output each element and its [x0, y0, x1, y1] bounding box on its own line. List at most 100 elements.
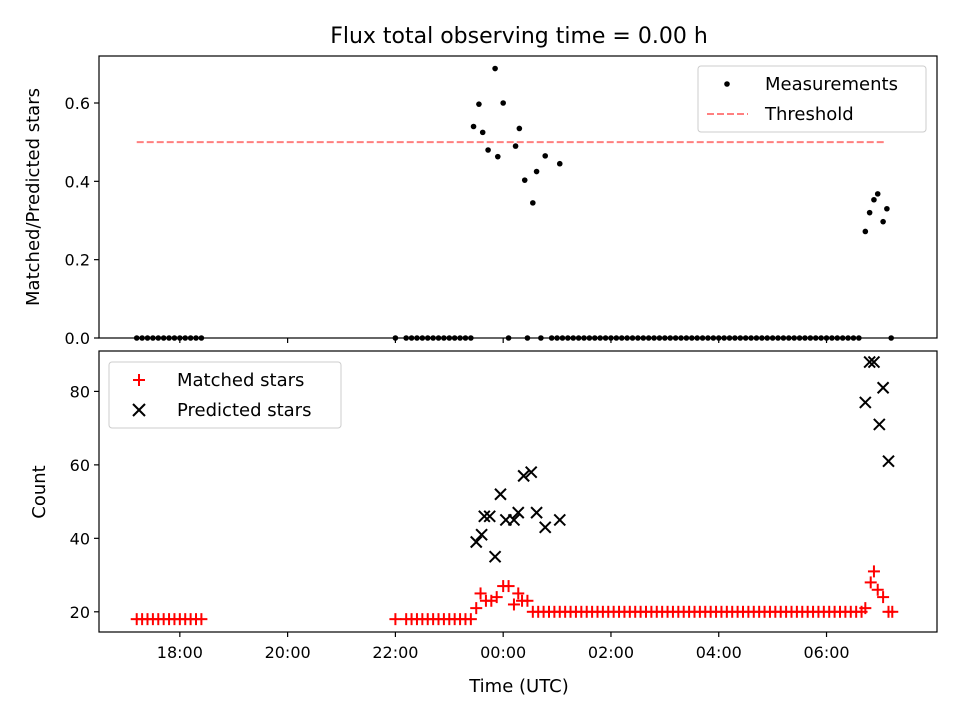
x-tick-label: 06:00: [803, 643, 849, 662]
predicted-star-point: [539, 521, 552, 534]
measurement-point: [457, 335, 463, 341]
matched-star-point: [474, 587, 487, 600]
measurement-point: [424, 335, 431, 341]
ratio-y-axis-label: Matched/Predicted stars: [23, 88, 44, 306]
measurement-point: [144, 335, 151, 341]
measurement-point: [462, 335, 469, 341]
measurement-point: [845, 335, 851, 341]
measurement-point: [160, 335, 167, 341]
measurement-point: [710, 335, 717, 341]
measurement-point: [629, 335, 636, 341]
measurement-point: [839, 335, 846, 341]
legend-label-measurements: Measurements: [765, 74, 898, 95]
x-tick-label: 04:00: [696, 643, 742, 662]
measurement-point: [193, 335, 199, 341]
measurement-point: [672, 335, 679, 341]
measurement-point: [856, 335, 862, 341]
measurement-point: [880, 218, 886, 225]
measurement-point: [662, 335, 668, 341]
x-tick-label: 18:00: [157, 643, 203, 662]
predicted-star-point: [478, 510, 491, 523]
predicted-star-point: [494, 488, 507, 501]
matched-star-point: [502, 580, 515, 593]
matched-star-point: [389, 613, 402, 626]
count-legend: Matched stars Predicted stars: [108, 361, 342, 429]
measurement-point: [651, 335, 657, 341]
measurement-point: [807, 335, 814, 341]
predicted-star-point: [882, 454, 895, 468]
measurement-point: [726, 335, 733, 341]
count-y-tick-label: 60: [70, 456, 90, 475]
x-axis-label: Time (UTC): [468, 676, 569, 697]
measurement-point: [608, 335, 614, 341]
measurement-point: [476, 101, 482, 107]
measurement-point: [166, 335, 172, 341]
measurement-point: [618, 335, 625, 341]
measurement-point: [575, 335, 582, 341]
matched-star-point: [195, 613, 208, 626]
predicted-star-point: [524, 466, 538, 479]
measurement-point: [769, 335, 776, 341]
measurement-point: [505, 335, 512, 341]
measurement-point: [408, 335, 415, 341]
measurement-point: [512, 143, 519, 149]
predicted-star-point: [859, 396, 872, 409]
count-marks: [130, 355, 899, 626]
predicted-star-point: [475, 528, 488, 541]
measurement-point: [699, 335, 706, 341]
measurement-point: [656, 335, 663, 341]
measurement-point: [688, 335, 695, 341]
measurement-point: [492, 65, 498, 72]
measurement-point: [791, 335, 797, 341]
ratio-y-tick-label: 0.4: [65, 172, 90, 191]
predicted-star-point: [873, 418, 886, 431]
predicted-star-point: [863, 355, 876, 369]
predicted-star-point: [530, 506, 543, 519]
measurement-point: [414, 335, 420, 341]
count-x-axis: 18:00 20:00 22:00 00:00 02:00 04:00 06:00: [157, 632, 850, 662]
measurement-point: [516, 125, 523, 132]
measurement-point: [884, 205, 890, 212]
measurement-point: [470, 123, 477, 130]
legend-marker-predicted: [132, 403, 146, 417]
measurement-point: [435, 335, 442, 341]
measurement-point: [559, 335, 566, 341]
matched-star-point: [470, 602, 483, 615]
ratio-y-axis: 0.0 0.2 0.4 0.6: [65, 94, 99, 348]
measurement-point: [613, 335, 620, 341]
x-tick-label: 22:00: [372, 643, 418, 662]
measurement-point: [133, 335, 140, 341]
measurement-point: [737, 335, 744, 341]
measurement-point: [818, 335, 824, 341]
measurement-point: [802, 335, 808, 341]
measurement-point: [812, 335, 819, 341]
measurement-point: [732, 335, 738, 341]
legend-label-threshold: Threshold: [764, 104, 854, 125]
measurement-point: [419, 335, 426, 341]
measurement-point: [645, 335, 652, 341]
measurement-point: [177, 335, 183, 341]
predicted-star-point: [488, 550, 502, 563]
measurement-point: [764, 335, 771, 341]
matched-star-point: [877, 591, 890, 604]
measurement-point: [542, 153, 549, 159]
x-tick-label: 00:00: [480, 643, 526, 662]
measurement-point: [155, 335, 162, 341]
predicted-star-point: [470, 535, 483, 549]
measurement-point: [775, 335, 781, 341]
measurement-point: [834, 335, 841, 341]
measurement-point: [565, 335, 571, 341]
measurement-point: [683, 335, 690, 341]
measurement-point: [530, 200, 536, 206]
matched-star-point: [490, 591, 503, 604]
predicted-star-point: [483, 510, 496, 523]
measurement-point: [521, 177, 528, 183]
matched-star-point: [867, 565, 880, 578]
measurement-point: [591, 335, 598, 341]
predicted-star-point: [507, 513, 521, 527]
measurement-point: [538, 335, 544, 341]
measurement-point: [635, 335, 641, 341]
measurement-point: [171, 335, 178, 341]
measurement-point: [780, 335, 787, 341]
measurement-point: [139, 335, 145, 341]
